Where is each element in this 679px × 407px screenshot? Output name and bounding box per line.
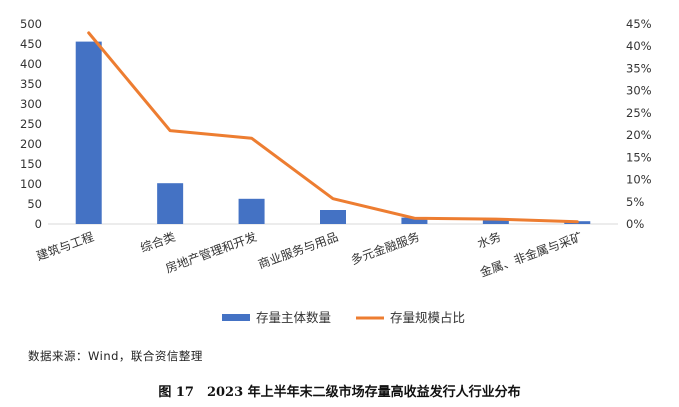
bar bbox=[75, 41, 102, 224]
y-right-tick-label: 45% bbox=[626, 17, 652, 31]
y-left-tick-label: 0 bbox=[35, 217, 42, 231]
x-tick-label: 多元金融服务 bbox=[349, 229, 422, 268]
y-left-tick-label: 100 bbox=[20, 177, 42, 191]
y-left-tick-label: 150 bbox=[20, 157, 42, 171]
combo-chart: 0 50 100 150 200 250 300 350 400 450 500 0% 5% 10% 15%… bbox=[20, 17, 652, 325]
y-left-tick-label: 300 bbox=[20, 97, 42, 111]
x-tick-label: 建筑与工程 bbox=[34, 229, 96, 264]
y-left-tick-label: 350 bbox=[20, 77, 42, 91]
legend-bar-swatch bbox=[222, 314, 250, 321]
line-series bbox=[87, 31, 579, 224]
y-left-tick-label: 400 bbox=[20, 57, 42, 71]
legend-bar-label: 存量主体数量 bbox=[256, 310, 331, 325]
y-left-tick-label: 250 bbox=[20, 117, 42, 131]
y-left-tick-label: 450 bbox=[20, 37, 42, 51]
y-right-tick-label: 25% bbox=[626, 106, 652, 120]
y-left-tick-label: 200 bbox=[20, 137, 42, 151]
bar bbox=[238, 198, 265, 224]
y-right-tick-label: 15% bbox=[626, 150, 652, 164]
y-right-tick-label: 40% bbox=[626, 39, 652, 53]
y-right-tick-label: 5% bbox=[626, 195, 644, 209]
y-left-tick-label: 50 bbox=[27, 197, 42, 211]
x-tick-label: 综合类 bbox=[138, 229, 177, 255]
legend-line-label: 存量规模占比 bbox=[390, 310, 465, 325]
data-source-note: 数据来源：Wind，联合资信整理 bbox=[28, 349, 203, 363]
figure-caption: 图 17 2023 年上半年末二级市场存量高收益发行人行业分布 bbox=[158, 385, 521, 400]
y-left-tick-label: 500 bbox=[20, 17, 42, 31]
x-tick-label: 水务 bbox=[475, 229, 503, 251]
x-tick-label: 商业服务与用品 bbox=[256, 229, 340, 272]
y-right-tick-label: 30% bbox=[626, 84, 652, 98]
bar bbox=[401, 217, 428, 224]
y-right-tick-label: 10% bbox=[626, 173, 652, 187]
bar bbox=[482, 220, 509, 224]
y-right-tick-label: 20% bbox=[626, 128, 652, 142]
x-tick-label: 房地产管理和开发 bbox=[163, 229, 258, 276]
bar bbox=[320, 210, 346, 224]
bar bbox=[157, 183, 184, 224]
y-right-tick-label: 0% bbox=[626, 217, 644, 231]
y-right-tick-label: 35% bbox=[626, 61, 652, 75]
